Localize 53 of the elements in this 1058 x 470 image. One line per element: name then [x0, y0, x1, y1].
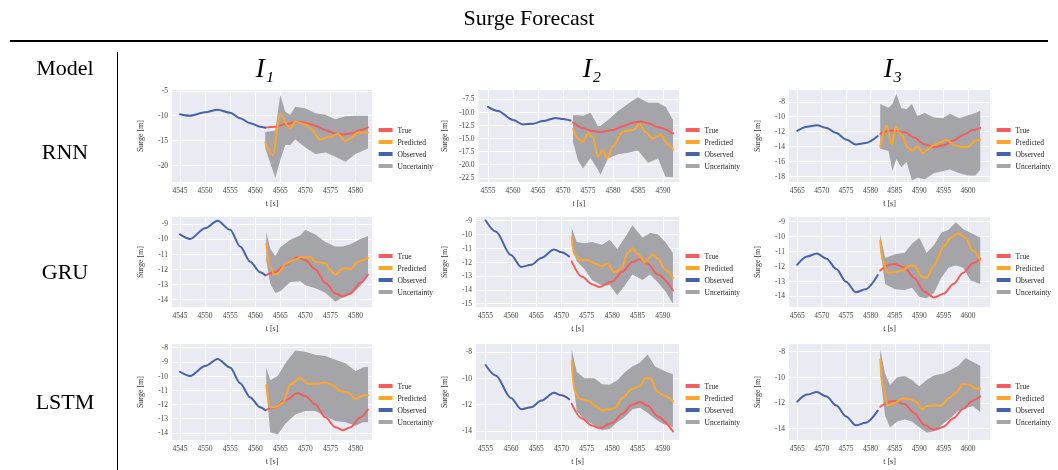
y-axis-title: Surge [m]	[135, 245, 145, 279]
x-axis-title: t [s]	[883, 323, 897, 333]
line-series	[879, 232, 982, 280]
line-series	[879, 395, 982, 431]
line-series	[484, 364, 571, 411]
line-series	[265, 242, 369, 276]
line-series	[179, 108, 267, 129]
y-axis-title: Surge [m]	[135, 119, 145, 153]
line-series	[879, 257, 982, 299]
x-axis-title: t [s]	[571, 323, 585, 333]
text: GRU	[41, 259, 89, 285]
line-series	[264, 112, 369, 157]
line-series	[264, 120, 369, 136]
text: Model	[36, 55, 94, 81]
x-axis-title: t [s]	[265, 198, 279, 208]
y-axis-title: Surge [m]	[135, 375, 145, 409]
text: Surge Forecast	[463, 5, 595, 31]
line-series	[264, 256, 369, 298]
line-series	[570, 236, 674, 279]
text: LSTM	[35, 389, 95, 415]
line-series	[796, 252, 879, 294]
line-series	[487, 105, 572, 126]
line-series	[264, 392, 369, 432]
x-axis-title: t [s]	[571, 456, 585, 466]
y-axis-title: Surge [m]	[752, 245, 762, 279]
line-series	[879, 124, 982, 155]
x-axis-title: t [s]	[572, 198, 586, 208]
x-axis-title: t [s]	[265, 456, 279, 466]
x-axis-title: t [s]	[883, 198, 897, 208]
text: I₂	[582, 52, 602, 84]
line-series	[570, 360, 674, 412]
line-series	[879, 358, 982, 411]
line-series	[796, 391, 879, 427]
y-axis-title: Surge [m]	[439, 245, 449, 279]
line-series	[265, 376, 369, 409]
line-series	[179, 219, 267, 277]
line-series	[570, 400, 674, 433]
x-axis-title: t [s]	[265, 323, 279, 333]
line-series	[572, 123, 674, 160]
line-series	[879, 126, 982, 149]
y-axis-title: Surge [m]	[439, 375, 449, 409]
line-series	[484, 219, 571, 268]
y-axis-title: Surge [m]	[752, 375, 762, 409]
y-axis-title: Surge [m]	[752, 119, 762, 153]
line-series	[570, 258, 674, 292]
y-axis-title: Surge [m]	[439, 119, 449, 153]
text: I₃	[883, 52, 903, 84]
text: I₁	[255, 52, 275, 84]
line-series	[572, 120, 674, 135]
line-series	[796, 124, 879, 146]
x-axis-title: t [s]	[883, 456, 897, 466]
text: RNN	[41, 139, 89, 165]
line-series	[179, 357, 267, 412]
